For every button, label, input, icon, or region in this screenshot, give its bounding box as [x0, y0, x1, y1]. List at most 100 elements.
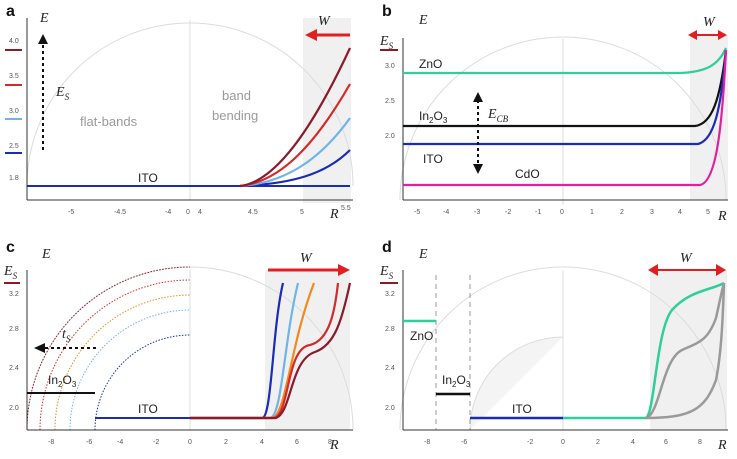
ito-label-d: ITO [512, 402, 532, 416]
band-curve [239, 47, 351, 188]
ito-label-a: ITO [138, 171, 158, 185]
tick-label: -6 [461, 439, 467, 446]
ecb-arrowhead-bottom [473, 164, 483, 174]
tick-label: 5 [300, 209, 304, 216]
tick-label: -3 [474, 209, 480, 216]
band-curve [644, 281, 725, 420]
x-axis-name-c: R [329, 438, 339, 453]
tick-label: 4 [198, 209, 202, 216]
tick-label: 2 [596, 439, 600, 446]
tick-label: 2 [224, 439, 228, 446]
panel-d: d E R ES 3.2 2.8 2.4 2.0 ZnO In2O3 ITO W… [379, 239, 728, 453]
tick-label: 4 [631, 439, 635, 446]
tick-label: -2 [153, 439, 159, 446]
w-arrowhead-a [305, 29, 317, 41]
ts-arrowhead [34, 343, 45, 353]
shell-arc [54, 294, 191, 431]
tick-label: 8 [328, 439, 332, 446]
w-label-b: W [703, 15, 716, 30]
tick-label: 6 [664, 439, 668, 446]
flat-bands-label: flat-bands [80, 114, 138, 129]
in2o3-label-d: In2O3 [442, 373, 471, 389]
es-label-c: ES [3, 264, 18, 281]
tick-label: 4 [678, 209, 682, 216]
band-curve [190, 282, 340, 420]
w-arrowhead-right [718, 30, 727, 40]
ito-label-b: ITO [423, 152, 443, 166]
tick-label: 2.0 [385, 133, 395, 140]
zno-label-d: ZnO [410, 329, 433, 343]
cdo-label-b: CdO [515, 167, 540, 181]
tick-label: 3.2 [385, 291, 395, 298]
es-label-d: ES [379, 264, 394, 281]
x-axis-name-d: R [717, 438, 727, 453]
ts-label-c: tS [62, 327, 71, 344]
tick-label: 0 [561, 439, 565, 446]
tick-label: -5 [68, 209, 74, 216]
band-curve [645, 282, 726, 420]
in2o3-label-c: In2O3 [48, 373, 77, 389]
w-label-c: W [300, 251, 313, 266]
tick-label: 2.8 [385, 326, 395, 333]
tick-label: -6 [86, 439, 92, 446]
tick-label: 2 [620, 209, 624, 216]
tick-label: 1.8 [9, 175, 19, 182]
tick-label: 3.5 [9, 73, 19, 80]
es-label-b: ES [379, 34, 394, 51]
zno-line-b [403, 47, 728, 75]
x-axis-name-b: R [717, 209, 727, 224]
es-arrowhead-a [38, 34, 48, 44]
tick-label: 2.0 [385, 405, 395, 412]
tick-label: 4 [260, 439, 264, 446]
tick-label: 2.4 [9, 365, 19, 372]
y-axis-name-d: E [418, 247, 428, 262]
bending-label: bending [212, 108, 258, 123]
y-axis-name-b: E [418, 13, 428, 28]
tick-label: 5 [706, 209, 710, 216]
shell-arc [39, 279, 191, 431]
in2o3-line-b [403, 49, 728, 128]
tick-label: -2 [505, 209, 511, 216]
width-region-a [303, 18, 351, 203]
tick-label: 5.5 [341, 205, 351, 212]
tick-label: -4 [117, 439, 123, 446]
tick-label: 4.5 [248, 209, 258, 216]
tick-label: -4.5 [114, 209, 126, 216]
w-arrowhead-right [716, 264, 726, 276]
tick-label: 3.0 [385, 63, 395, 70]
shell-arc [26, 266, 191, 431]
tick-label: -2 [527, 439, 533, 446]
tick-label: -8 [424, 439, 430, 446]
panel-letter-b: b [382, 3, 392, 20]
cdo-line-b [403, 49, 728, 187]
shell-arc [69, 309, 191, 431]
tick-label: 8 [698, 439, 702, 446]
tick-label: -8 [48, 439, 54, 446]
panel-letter-c: c [6, 239, 15, 256]
arc-b [399, 36, 727, 201]
band-curve [645, 282, 726, 420]
band-curve [239, 117, 351, 188]
ito-label-c: ITO [138, 402, 158, 416]
tick-label: 4.0 [9, 38, 19, 45]
tick-label: 1 [590, 209, 594, 216]
tick-label: 0 [560, 209, 564, 216]
tick-label: 3.2 [9, 291, 19, 298]
y-axis-name-c: E [41, 247, 51, 262]
shell-arc [94, 334, 191, 431]
tick-label: -1 [535, 209, 541, 216]
w-label-a: W [318, 14, 331, 29]
band-label: band [222, 88, 251, 103]
band-curve [190, 282, 352, 420]
width-region-d [650, 270, 727, 430]
y-axis-name-a: E [39, 11, 49, 26]
tick-label: 3 [650, 209, 654, 216]
zno-label-b: ZnO [419, 57, 442, 71]
arc-d [399, 266, 727, 431]
ecb-label-b: ECB [487, 107, 509, 124]
ito-line-b [403, 49, 728, 146]
tick-label: 0 [186, 209, 190, 216]
panel-letter-a: a [6, 3, 15, 20]
tick-label: -5 [414, 209, 420, 216]
